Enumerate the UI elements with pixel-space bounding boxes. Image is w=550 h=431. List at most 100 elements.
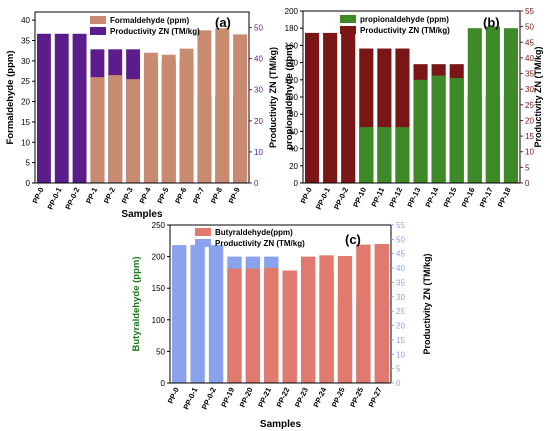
y-tick-label: 40 bbox=[289, 145, 298, 154]
plot-frame bbox=[169, 224, 392, 384]
y-tick-label: 120 bbox=[285, 76, 299, 85]
y2-tick-label: 45 bbox=[396, 250, 405, 259]
y2-tick-label: 10 bbox=[396, 350, 405, 359]
legend-label: Productivity ZN (TM/kg) bbox=[360, 26, 450, 35]
chart-panel-2: 0 20 40 60 80 100 120 140 160 180 200 0 5 10 15 20 25 30 3… bbox=[284, 7, 543, 211]
y-tick-label: 160 bbox=[285, 41, 299, 50]
y-tick-label: 20 bbox=[289, 162, 298, 171]
legend-label: Productivity ZN (TM/kg) bbox=[215, 239, 305, 248]
bar-aldehyde bbox=[337, 255, 353, 383]
bar-aldehyde bbox=[374, 243, 389, 383]
y-tick-label: 60 bbox=[289, 127, 298, 136]
y-tick-label: 50 bbox=[156, 347, 165, 356]
y2-tick-label: 35 bbox=[525, 70, 534, 79]
y-tick-label: 200 bbox=[285, 7, 299, 16]
plot-frame bbox=[34, 11, 250, 184]
y2-tick-label: 30 bbox=[254, 86, 263, 95]
y2-tick-label: 40 bbox=[254, 55, 263, 64]
y2-tick-label: 0 bbox=[396, 379, 401, 388]
bar-aldehyde bbox=[503, 28, 519, 184]
y-tick-label: 200 bbox=[152, 253, 166, 262]
y2-tick-label: 5 bbox=[525, 163, 530, 172]
y2-tick-label: 55 bbox=[396, 221, 405, 230]
y-tick-label: 180 bbox=[285, 24, 299, 33]
bar-aldehyde bbox=[126, 79, 141, 183]
y2-tick-label: 20 bbox=[396, 322, 405, 331]
y-tick-label: 0 bbox=[161, 379, 166, 388]
bar-aldehyde bbox=[300, 256, 316, 383]
y2-tick-label: 40 bbox=[396, 264, 405, 273]
x-axis-title: Samples bbox=[260, 419, 302, 430]
y2-tick-label: 10 bbox=[525, 148, 534, 157]
bar-productivity bbox=[54, 33, 69, 183]
y-tick-label: 40 bbox=[21, 16, 30, 25]
bar-aldehyde bbox=[143, 52, 158, 183]
y2-tick-label: 45 bbox=[525, 38, 534, 47]
bar-productivity bbox=[208, 245, 224, 383]
y-tick-label: 20 bbox=[21, 98, 30, 107]
bar-aldehyde bbox=[282, 270, 297, 383]
legend-swatch bbox=[340, 26, 356, 34]
legend-swatch bbox=[195, 239, 211, 247]
y-tick-label: 0 bbox=[26, 179, 31, 188]
y2-tick-label: 15 bbox=[396, 336, 405, 345]
bar-aldehyde bbox=[215, 28, 230, 183]
y-tick-label: 80 bbox=[289, 110, 298, 119]
y2-tick-label: 50 bbox=[396, 235, 405, 244]
y-tick-label: 0 bbox=[294, 179, 299, 188]
y2-tick-label: 15 bbox=[525, 132, 534, 141]
bar-aldehyde bbox=[233, 34, 248, 184]
bar-productivity bbox=[72, 33, 87, 183]
y2-tick-label: 25 bbox=[525, 101, 534, 110]
y-tick-label: 5 bbox=[26, 159, 31, 168]
bar-aldehyde bbox=[485, 26, 500, 184]
bar-aldehyde bbox=[108, 75, 123, 183]
legend-swatch bbox=[90, 27, 106, 35]
y-tick-label: 250 bbox=[152, 221, 166, 230]
y-tick-label: 30 bbox=[21, 57, 30, 66]
panel-label: (b) bbox=[483, 15, 500, 30]
bar-productivity bbox=[341, 32, 356, 184]
bar-aldehyde bbox=[359, 127, 374, 183]
y2-tick-label: 25 bbox=[396, 307, 405, 316]
bar-aldehyde bbox=[90, 77, 105, 183]
y-axis-title: Formaldehyde (ppm) bbox=[5, 51, 16, 145]
y2-tick-label: 50 bbox=[254, 24, 263, 33]
y-tick-label: 15 bbox=[21, 118, 30, 127]
legend-swatch bbox=[195, 228, 211, 236]
bar-aldehyde bbox=[467, 28, 482, 184]
y2-tick-label: 0 bbox=[525, 179, 530, 188]
y2-tick-label: 40 bbox=[525, 54, 534, 63]
y2-tick-label: 30 bbox=[396, 293, 405, 302]
panel-label: (a) bbox=[215, 15, 231, 30]
bar-aldehyde bbox=[245, 268, 261, 383]
y-tick-label: 140 bbox=[285, 59, 299, 68]
bar-productivity bbox=[190, 245, 205, 383]
y2-tick-label: 55 bbox=[525, 7, 534, 16]
y2-tick-label: 20 bbox=[254, 117, 263, 126]
y2-tick-label: 35 bbox=[396, 278, 405, 287]
legend-swatch bbox=[90, 16, 106, 24]
panel-label: (c) bbox=[345, 232, 361, 247]
bar-aldehyde bbox=[356, 244, 371, 383]
y2-tick-label: 20 bbox=[525, 116, 534, 125]
y2-tick-label: 5 bbox=[396, 365, 401, 374]
y2-tick-label: 0 bbox=[254, 179, 259, 188]
y-axis-title: propionaldehyde (ppm) bbox=[284, 44, 295, 150]
bar-aldehyde bbox=[161, 54, 176, 183]
y-tick-label: 10 bbox=[21, 138, 30, 147]
bar-aldehyde bbox=[264, 267, 279, 383]
bar-productivity bbox=[323, 32, 338, 184]
y2-tick-label: 10 bbox=[254, 148, 263, 157]
y2-axis-title: Productivity ZN (TM/kg) bbox=[268, 47, 278, 148]
y-tick-label: 100 bbox=[285, 93, 299, 102]
legend-swatch bbox=[340, 15, 356, 23]
bar-aldehyde bbox=[179, 48, 194, 184]
bar-aldehyde bbox=[377, 127, 392, 183]
y2-axis-title: Productivity ZN (TM/kg) bbox=[533, 46, 543, 147]
y-tick-label: 25 bbox=[21, 77, 30, 86]
legend-label: Formaldehyde (ppm) bbox=[110, 16, 189, 25]
legend-label: Butyraldehyde(ppm) bbox=[215, 228, 293, 237]
